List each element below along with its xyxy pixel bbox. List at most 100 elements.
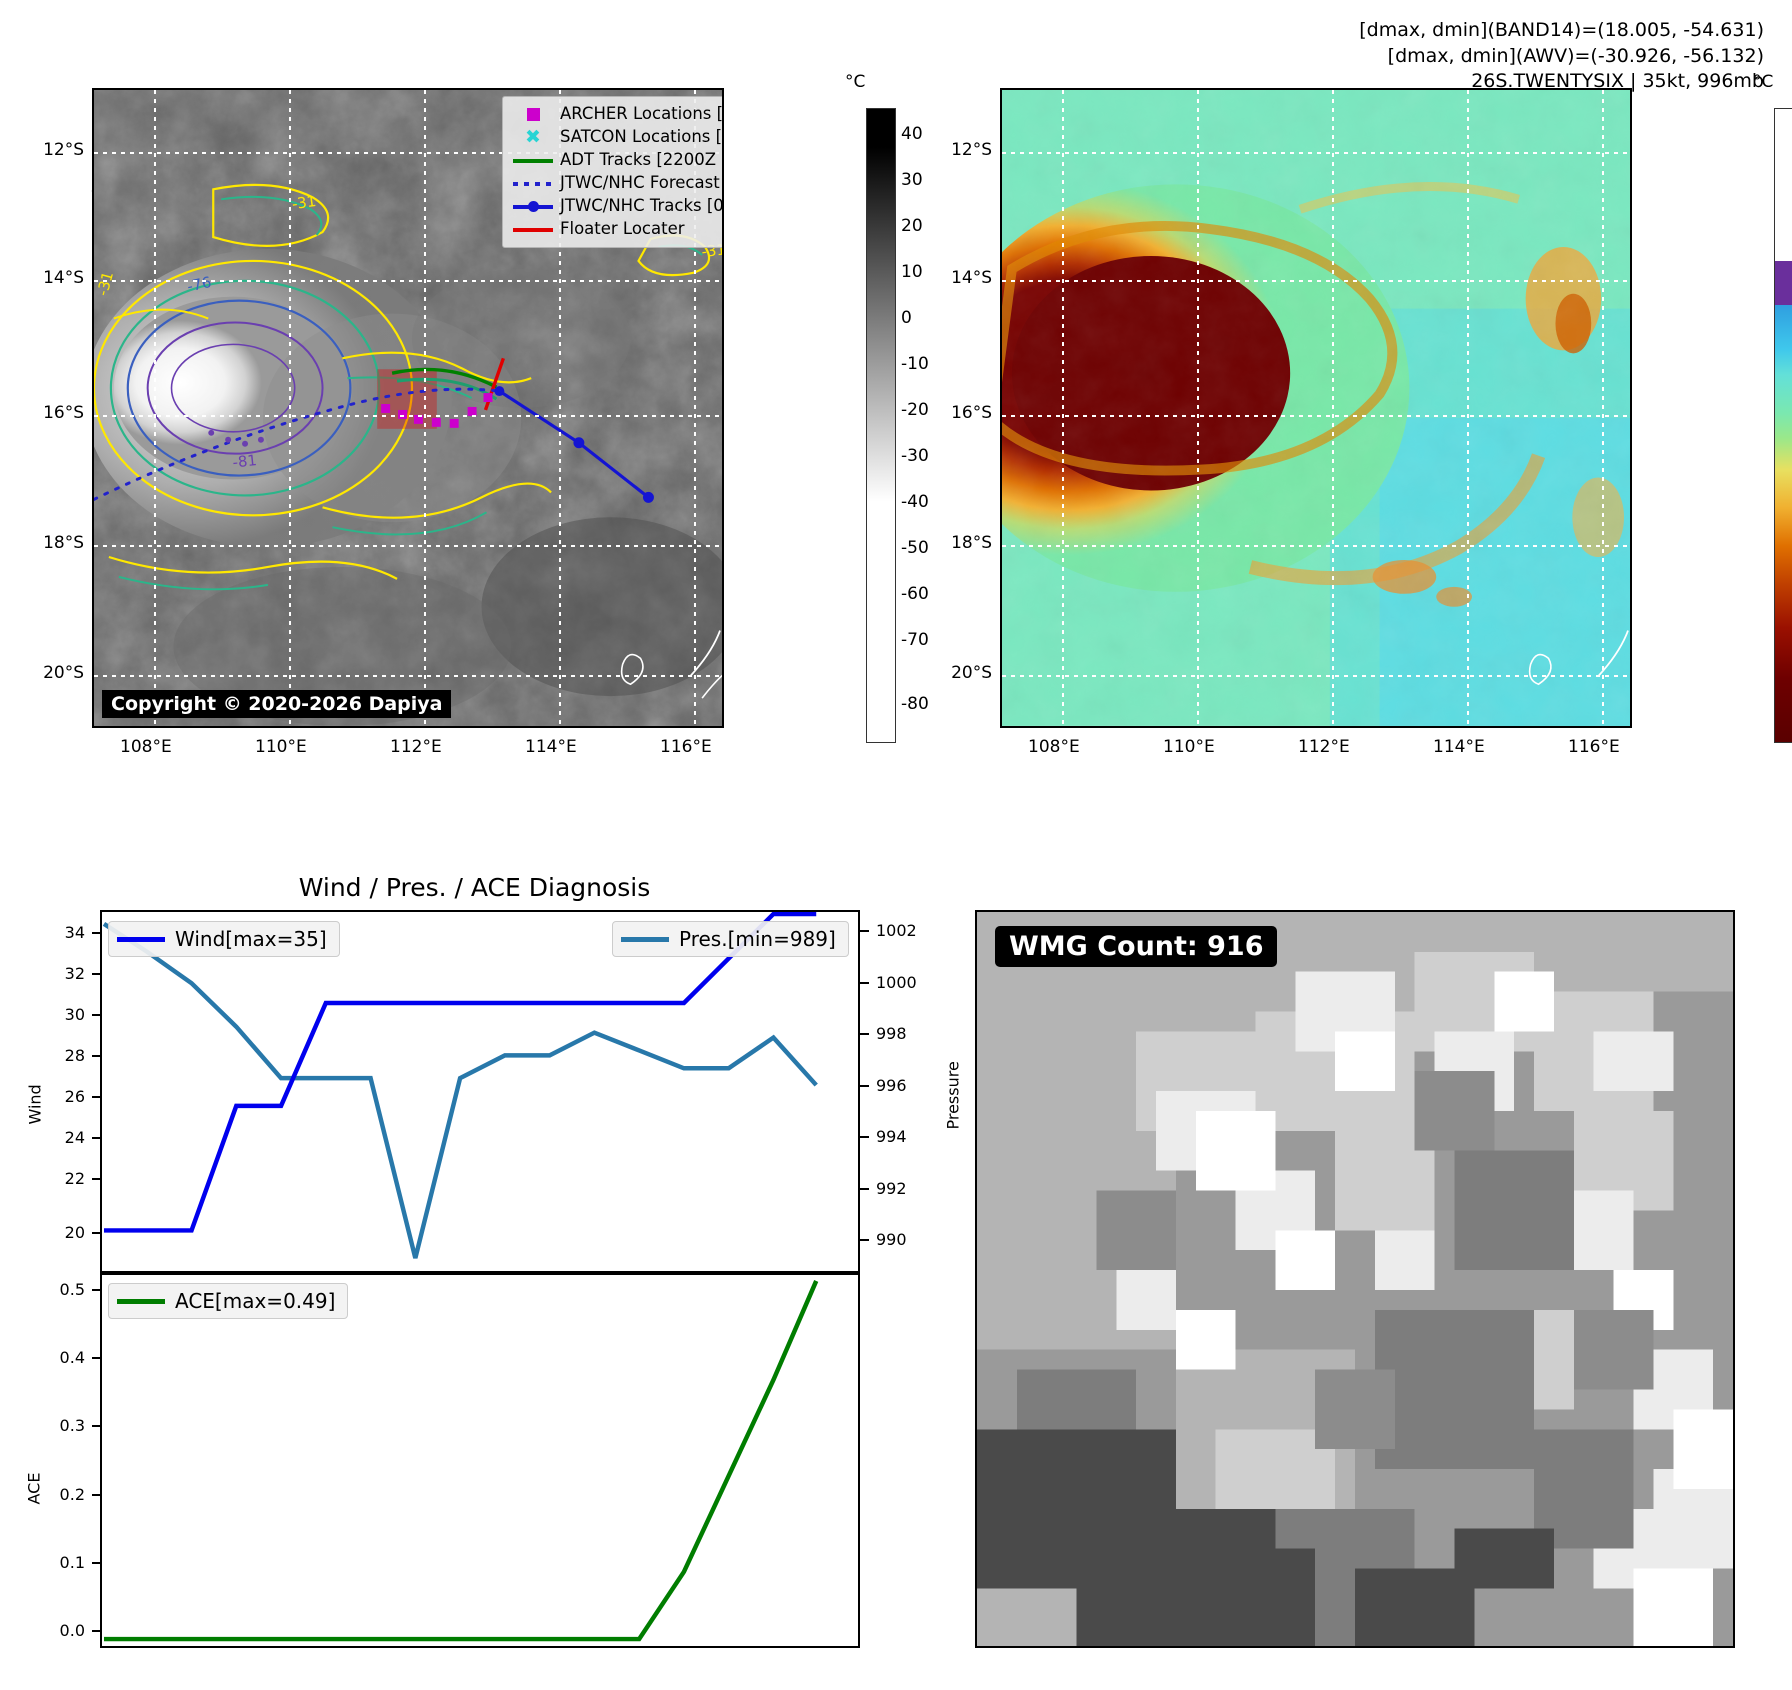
ir-legend: ARCHER Locations [1746Z] ✖ SATCON Locati… bbox=[502, 96, 724, 248]
ace-legend: ACE[max=0.49] bbox=[108, 1283, 349, 1319]
awv-lat-tick-18S: 18°S bbox=[951, 533, 992, 553]
awv-lon-tick-116E: 116°E bbox=[1568, 737, 1620, 757]
wind-ticklabel-20: 20 bbox=[64, 1223, 85, 1242]
adt-line-icon bbox=[510, 158, 556, 163]
wind-ticklabel-28: 28 bbox=[64, 1046, 85, 1065]
ir-gridline-18S bbox=[94, 545, 722, 547]
legend-label-archer: ARCHER Locations [1746Z] bbox=[560, 104, 724, 124]
awv-gridline-14S bbox=[1002, 280, 1630, 282]
wmg-mosaic-panel[interactable]: WMG Count: 916 bbox=[975, 910, 1735, 1648]
ir-lon-tick-116E: 116°E bbox=[660, 737, 712, 757]
awv-lon-tick-108E: 108°E bbox=[1028, 737, 1080, 757]
awv-lat-tick-16S: 16°S bbox=[951, 403, 992, 423]
awv-satellite-image-panel[interactable] bbox=[1000, 88, 1632, 728]
pres-tick-1002 bbox=[860, 930, 869, 932]
ace-tick-05 bbox=[92, 1289, 101, 1291]
svg-text:-31: -31 bbox=[291, 192, 318, 213]
awv-lat-tick-20S: 20°S bbox=[951, 663, 992, 683]
dmax-dmin-awv: [dmax, dmin](AWV)=(-30.926, -56.132) bbox=[1387, 44, 1764, 67]
copyright-notice: Copyright © 2020-2026 Dapiya bbox=[102, 690, 452, 718]
ir-lat-tick-20S: 20°S bbox=[43, 663, 84, 683]
pres-ticklabel-998: 998 bbox=[876, 1024, 907, 1043]
awv-gridline-110E bbox=[1197, 90, 1199, 726]
awv-gridline-20S bbox=[1002, 675, 1630, 677]
wmg-count-badge: WMG Count: 916 bbox=[995, 926, 1278, 967]
pres-ticklabel-1002: 1002 bbox=[876, 921, 917, 940]
wind-ticklabel-22: 22 bbox=[64, 1169, 85, 1188]
pressure-legend-swatch bbox=[621, 936, 669, 942]
awv-image-canvas bbox=[1002, 90, 1630, 726]
legend-label-adt: ADT Tracks [2200Z 37.0 999.4] bbox=[560, 150, 722, 170]
wind-tick-28 bbox=[92, 1055, 101, 1057]
ir-lon-tick-108E: 108°E bbox=[120, 737, 172, 757]
ace-legend-label: ACE[max=0.49] bbox=[175, 1289, 336, 1313]
ace-tick-00 bbox=[92, 1630, 101, 1632]
jtwc-forecast-dotted-icon bbox=[510, 181, 556, 186]
awv-lat-tick-12S: 12°S bbox=[951, 140, 992, 160]
header-info-block: [dmax, dmin](BAND14)=(18.005, -54.631) [… bbox=[1359, 18, 1764, 95]
ir-lat-tick-18S: 18°S bbox=[43, 533, 84, 553]
ir-gridline-12S bbox=[94, 152, 722, 154]
pressure-series-line bbox=[102, 922, 818, 1259]
jtwc-track-line-dot-icon bbox=[510, 201, 556, 212]
ir-lat-tick-16S: 16°S bbox=[43, 403, 84, 423]
pres-tick-1000 bbox=[860, 982, 869, 984]
awv-lon-tick-112E: 112°E bbox=[1298, 737, 1350, 757]
awv-lon-tick-114E: 114°E bbox=[1433, 737, 1485, 757]
ir-cbar-tick-m10: -10 bbox=[901, 354, 929, 374]
awv-gridline-108E bbox=[1062, 90, 1064, 726]
wind-ticklabel-26: 26 bbox=[64, 1087, 85, 1106]
wind-tick-30 bbox=[92, 1014, 101, 1016]
legend-item-archer: ARCHER Locations [1746Z] bbox=[510, 103, 724, 126]
awv-colorbar bbox=[1774, 108, 1792, 743]
ir-cbar-tick-20: 20 bbox=[901, 216, 923, 236]
legend-item-floater: Floater Locater bbox=[510, 218, 722, 241]
ace-ticklabel-03: 0.3 bbox=[59, 1416, 85, 1435]
dmax-dmin-band14: [dmax, dmin](BAND14)=(18.005, -54.631) bbox=[1359, 19, 1764, 41]
wind-axis-title: Wind bbox=[25, 1084, 45, 1125]
pres-ticklabel-1000: 1000 bbox=[876, 973, 917, 992]
pres-ticklabel-994: 994 bbox=[876, 1127, 907, 1146]
wind-ticklabel-30: 30 bbox=[64, 1005, 85, 1024]
wind-pressure-chart[interactable] bbox=[100, 910, 860, 1273]
ir-cbar-tick-0: 0 bbox=[901, 308, 912, 328]
ir-gridline-14S bbox=[94, 280, 722, 282]
wind-ticklabel-24: 24 bbox=[64, 1128, 85, 1147]
svg-text:-81: -81 bbox=[232, 451, 258, 471]
ir-cbar-tick-30: 30 bbox=[901, 170, 923, 190]
ir-image-canvas: -31 -31 -76 -81 -31 bbox=[94, 90, 722, 726]
wind-tick-20 bbox=[92, 1232, 101, 1234]
awv-gridline-114E bbox=[1467, 90, 1469, 726]
pres-tick-998 bbox=[860, 1033, 869, 1035]
wind-tick-26 bbox=[92, 1096, 101, 1098]
ace-tick-01 bbox=[92, 1562, 101, 1564]
awv-colorbar-unit: °C bbox=[1753, 72, 1774, 92]
ace-tick-04 bbox=[92, 1357, 101, 1359]
awv-gridline-12S bbox=[1002, 152, 1630, 154]
pres-ticklabel-996: 996 bbox=[876, 1076, 907, 1095]
pres-ticklabel-990: 990 bbox=[876, 1230, 907, 1249]
pres-tick-996 bbox=[860, 1085, 869, 1087]
ace-tick-03 bbox=[92, 1425, 101, 1427]
ir-gridline-110E bbox=[289, 90, 291, 726]
wind-ticklabel-34: 34 bbox=[64, 923, 85, 942]
pressure-legend: Pres.[min=989] bbox=[612, 921, 849, 957]
awv-gridline-18S bbox=[1002, 545, 1630, 547]
ir-cbar-tick-m60: -60 bbox=[901, 584, 929, 604]
awv-lat-tick-14S: 14°S bbox=[951, 268, 992, 288]
ir-cbar-tick-m40: -40 bbox=[901, 492, 929, 512]
ace-ticklabel-05: 0.5 bbox=[59, 1280, 85, 1299]
ir-gridline-16S bbox=[94, 415, 722, 417]
svg-text:-76: -76 bbox=[185, 273, 213, 296]
ace-ticklabel-01: 0.1 bbox=[59, 1553, 85, 1572]
wind-tick-34 bbox=[92, 932, 101, 934]
floater-line-icon bbox=[510, 227, 556, 232]
wind-legend-label: Wind[max=35] bbox=[175, 927, 327, 951]
diagnosis-title: Wind / Pres. / ACE Diagnosis bbox=[298, 873, 651, 902]
awv-gridline-116E bbox=[1602, 90, 1604, 726]
archer-square-icon bbox=[510, 108, 556, 121]
legend-item-jtwc-forecast: JTWC/NHC Forecast [06/1200Z] bbox=[510, 172, 722, 195]
ir-satellite-image-panel[interactable]: -31 -31 -76 -81 -31 bbox=[92, 88, 724, 728]
pres-ticklabel-992: 992 bbox=[876, 1179, 907, 1198]
ace-chart[interactable] bbox=[100, 1273, 860, 1648]
